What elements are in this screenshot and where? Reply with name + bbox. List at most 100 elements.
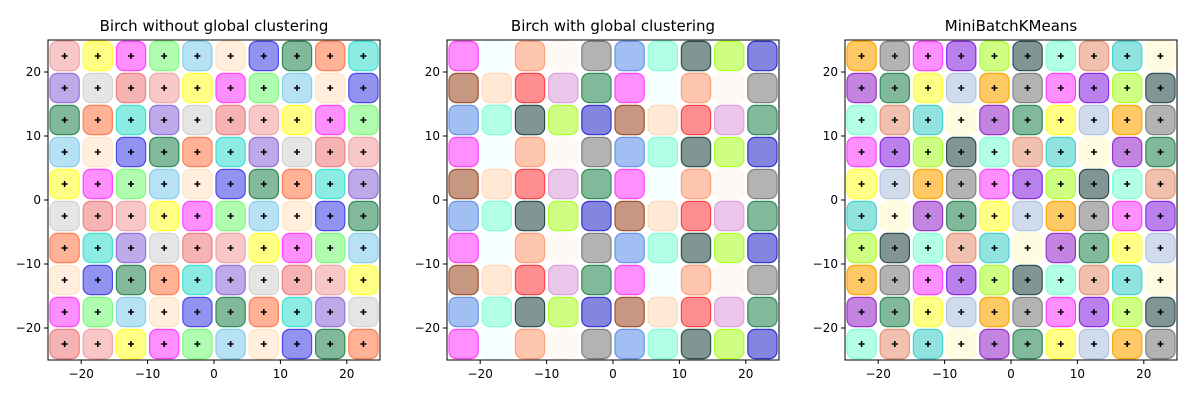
cluster-points xyxy=(614,40,645,72)
cluster-center xyxy=(958,341,965,347)
cluster-center xyxy=(958,149,965,155)
cluster-center xyxy=(858,85,865,91)
cluster-center xyxy=(260,309,267,315)
cluster-points xyxy=(514,72,546,104)
cluster-center xyxy=(94,181,101,187)
cluster-center xyxy=(858,341,865,347)
cluster-points xyxy=(614,200,645,232)
x-tick-label: 20 xyxy=(1136,367,1151,381)
cluster-center xyxy=(1091,117,1097,123)
cluster-center xyxy=(360,149,367,155)
cluster-points xyxy=(514,200,546,232)
cluster-center xyxy=(360,53,367,59)
x-tick-label: −20 xyxy=(69,367,94,381)
cluster-center xyxy=(991,245,998,251)
cluster-center xyxy=(260,341,267,347)
cluster-center xyxy=(194,181,201,187)
cluster-center xyxy=(958,309,965,315)
cluster-center xyxy=(1091,53,1097,59)
cluster-center xyxy=(925,277,931,283)
cluster-center xyxy=(161,213,168,219)
x-tick-label: −20 xyxy=(468,367,493,381)
cluster-center xyxy=(61,341,68,347)
cluster-center xyxy=(128,149,134,155)
cluster-center xyxy=(327,277,334,283)
cluster-center xyxy=(1124,149,1131,155)
cluster-points xyxy=(747,264,778,296)
cluster-center xyxy=(294,53,300,59)
y-tick-label: −10 xyxy=(813,257,838,271)
cluster-points xyxy=(514,168,546,200)
cluster-points xyxy=(747,168,778,200)
cluster-center xyxy=(891,245,898,251)
cluster-points xyxy=(747,40,778,72)
cluster-center xyxy=(991,277,998,283)
cluster-points xyxy=(713,328,745,360)
y-tick-label: 0 xyxy=(830,193,838,207)
cluster-points xyxy=(547,136,579,168)
cluster-center xyxy=(1057,53,1064,59)
cluster-points xyxy=(747,72,778,104)
cluster-center xyxy=(991,53,998,59)
cluster-center xyxy=(61,277,68,283)
cluster-center xyxy=(1157,277,1164,283)
cluster-points xyxy=(713,200,745,232)
cluster-points xyxy=(647,264,679,296)
x-tick-label: 0 xyxy=(1007,367,1015,381)
cluster-center xyxy=(360,213,367,219)
cluster-points xyxy=(448,40,479,72)
cluster-center xyxy=(61,117,68,123)
cluster-center xyxy=(1157,309,1164,315)
cluster-center xyxy=(227,149,234,155)
cluster-points xyxy=(680,264,712,296)
y-tick-label: 20 xyxy=(425,65,440,79)
cluster-center xyxy=(1024,341,1031,347)
x-tick-label: 20 xyxy=(738,367,753,381)
cluster-points xyxy=(547,232,579,264)
cluster-points xyxy=(747,136,778,168)
cluster-center xyxy=(294,117,300,123)
cluster-center xyxy=(1157,53,1164,59)
cluster-points xyxy=(547,168,579,200)
cluster-points xyxy=(448,264,479,296)
cluster-points xyxy=(481,296,513,328)
cluster-center xyxy=(1057,277,1064,283)
cluster-center xyxy=(925,341,931,347)
cluster-center xyxy=(360,277,367,283)
cluster-center xyxy=(327,85,334,91)
cluster-points xyxy=(514,104,546,136)
cluster-points xyxy=(448,296,479,328)
cluster-center xyxy=(858,213,865,219)
cluster-center xyxy=(891,181,898,187)
cluster-center xyxy=(1124,85,1131,91)
cluster-center xyxy=(260,117,267,123)
cluster-center xyxy=(128,181,134,187)
cluster-points xyxy=(647,72,679,104)
y-tick-label: 10 xyxy=(823,129,838,143)
cluster-center xyxy=(194,341,201,347)
cluster-center xyxy=(891,117,898,123)
cluster-center xyxy=(360,181,367,187)
cluster-center xyxy=(128,53,134,59)
cluster-center xyxy=(61,149,68,155)
cluster-center xyxy=(1157,213,1164,219)
cluster-points xyxy=(680,200,712,232)
cluster-center xyxy=(958,245,965,251)
x-tick-label: 20 xyxy=(339,367,354,381)
cluster-center xyxy=(1124,117,1131,123)
cluster-points xyxy=(614,264,645,296)
cluster-points xyxy=(647,328,679,360)
cluster-points xyxy=(713,72,745,104)
cluster-points xyxy=(481,136,513,168)
cluster-center xyxy=(128,85,134,91)
cluster-center xyxy=(227,117,234,123)
cluster-points xyxy=(647,136,679,168)
cluster-center xyxy=(194,117,201,123)
cluster-center xyxy=(1124,213,1131,219)
x-tick-label: 10 xyxy=(672,367,687,381)
cluster-center xyxy=(925,309,931,315)
cluster-center xyxy=(327,117,334,123)
cluster-center xyxy=(991,181,998,187)
cluster-center xyxy=(94,85,101,91)
cluster-points xyxy=(581,136,612,168)
